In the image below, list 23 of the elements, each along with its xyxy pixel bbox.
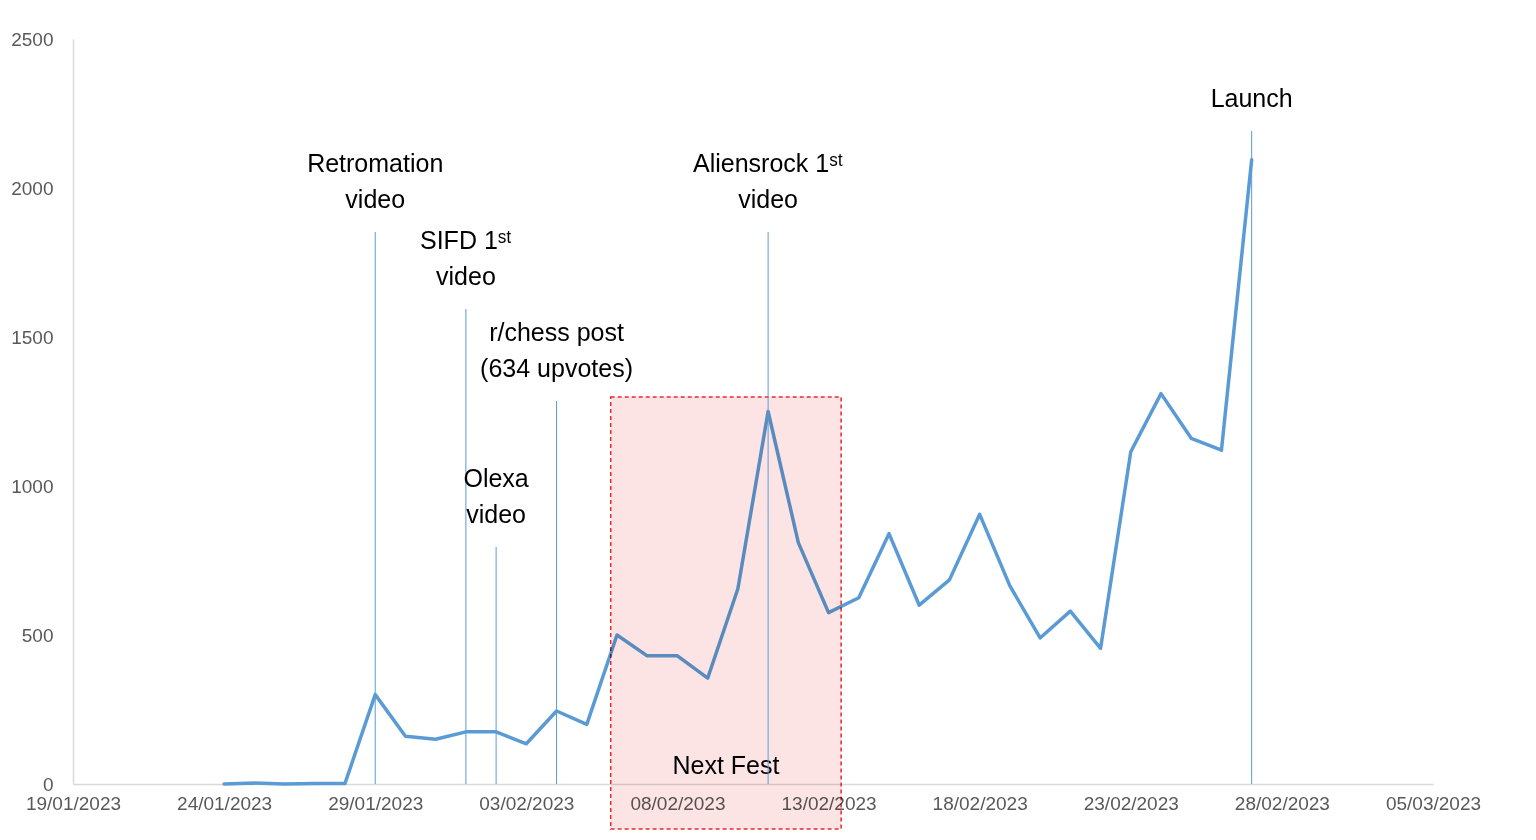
x-tick-label: 23/02/2023 [1083,792,1179,814]
x-tick-label: 24/01/2023 [177,792,273,814]
x-tick-label: 03/02/2023 [479,792,575,814]
y-tick-label: 1000 [11,475,54,497]
band-label: Next Fest [672,751,780,779]
x-tick-label: 13/02/2023 [781,792,877,814]
x-tick-label: 29/01/2023 [328,792,424,814]
ref-line-label: Aliensrock 1ˢᵗ video [693,149,844,213]
ref-line-label: SIFD 1ˢᵗ video [419,226,512,290]
ref-line-label: r/chess post (634 upvotes) [480,318,633,382]
y-tick-label: 1500 [11,326,54,348]
x-tick-label: 28/02/2023 [1234,792,1330,814]
y-tick-label: 500 [21,624,54,646]
x-tick-label: 19/01/2023 [25,792,122,814]
ref-line-label: Launch [1210,84,1293,112]
ref-line-label: Olexa video [463,464,529,528]
x-tick-label: 05/03/2023 [1385,792,1482,814]
ref-line-label: Retromation video [307,149,444,213]
y-tick-label: 0 [42,773,54,795]
x-tick-label: 18/02/2023 [932,792,1028,814]
y-tick-label: 2500 [11,28,54,50]
x-tick-label: 08/02/2023 [630,792,726,814]
y-tick-label: 2000 [11,177,54,199]
